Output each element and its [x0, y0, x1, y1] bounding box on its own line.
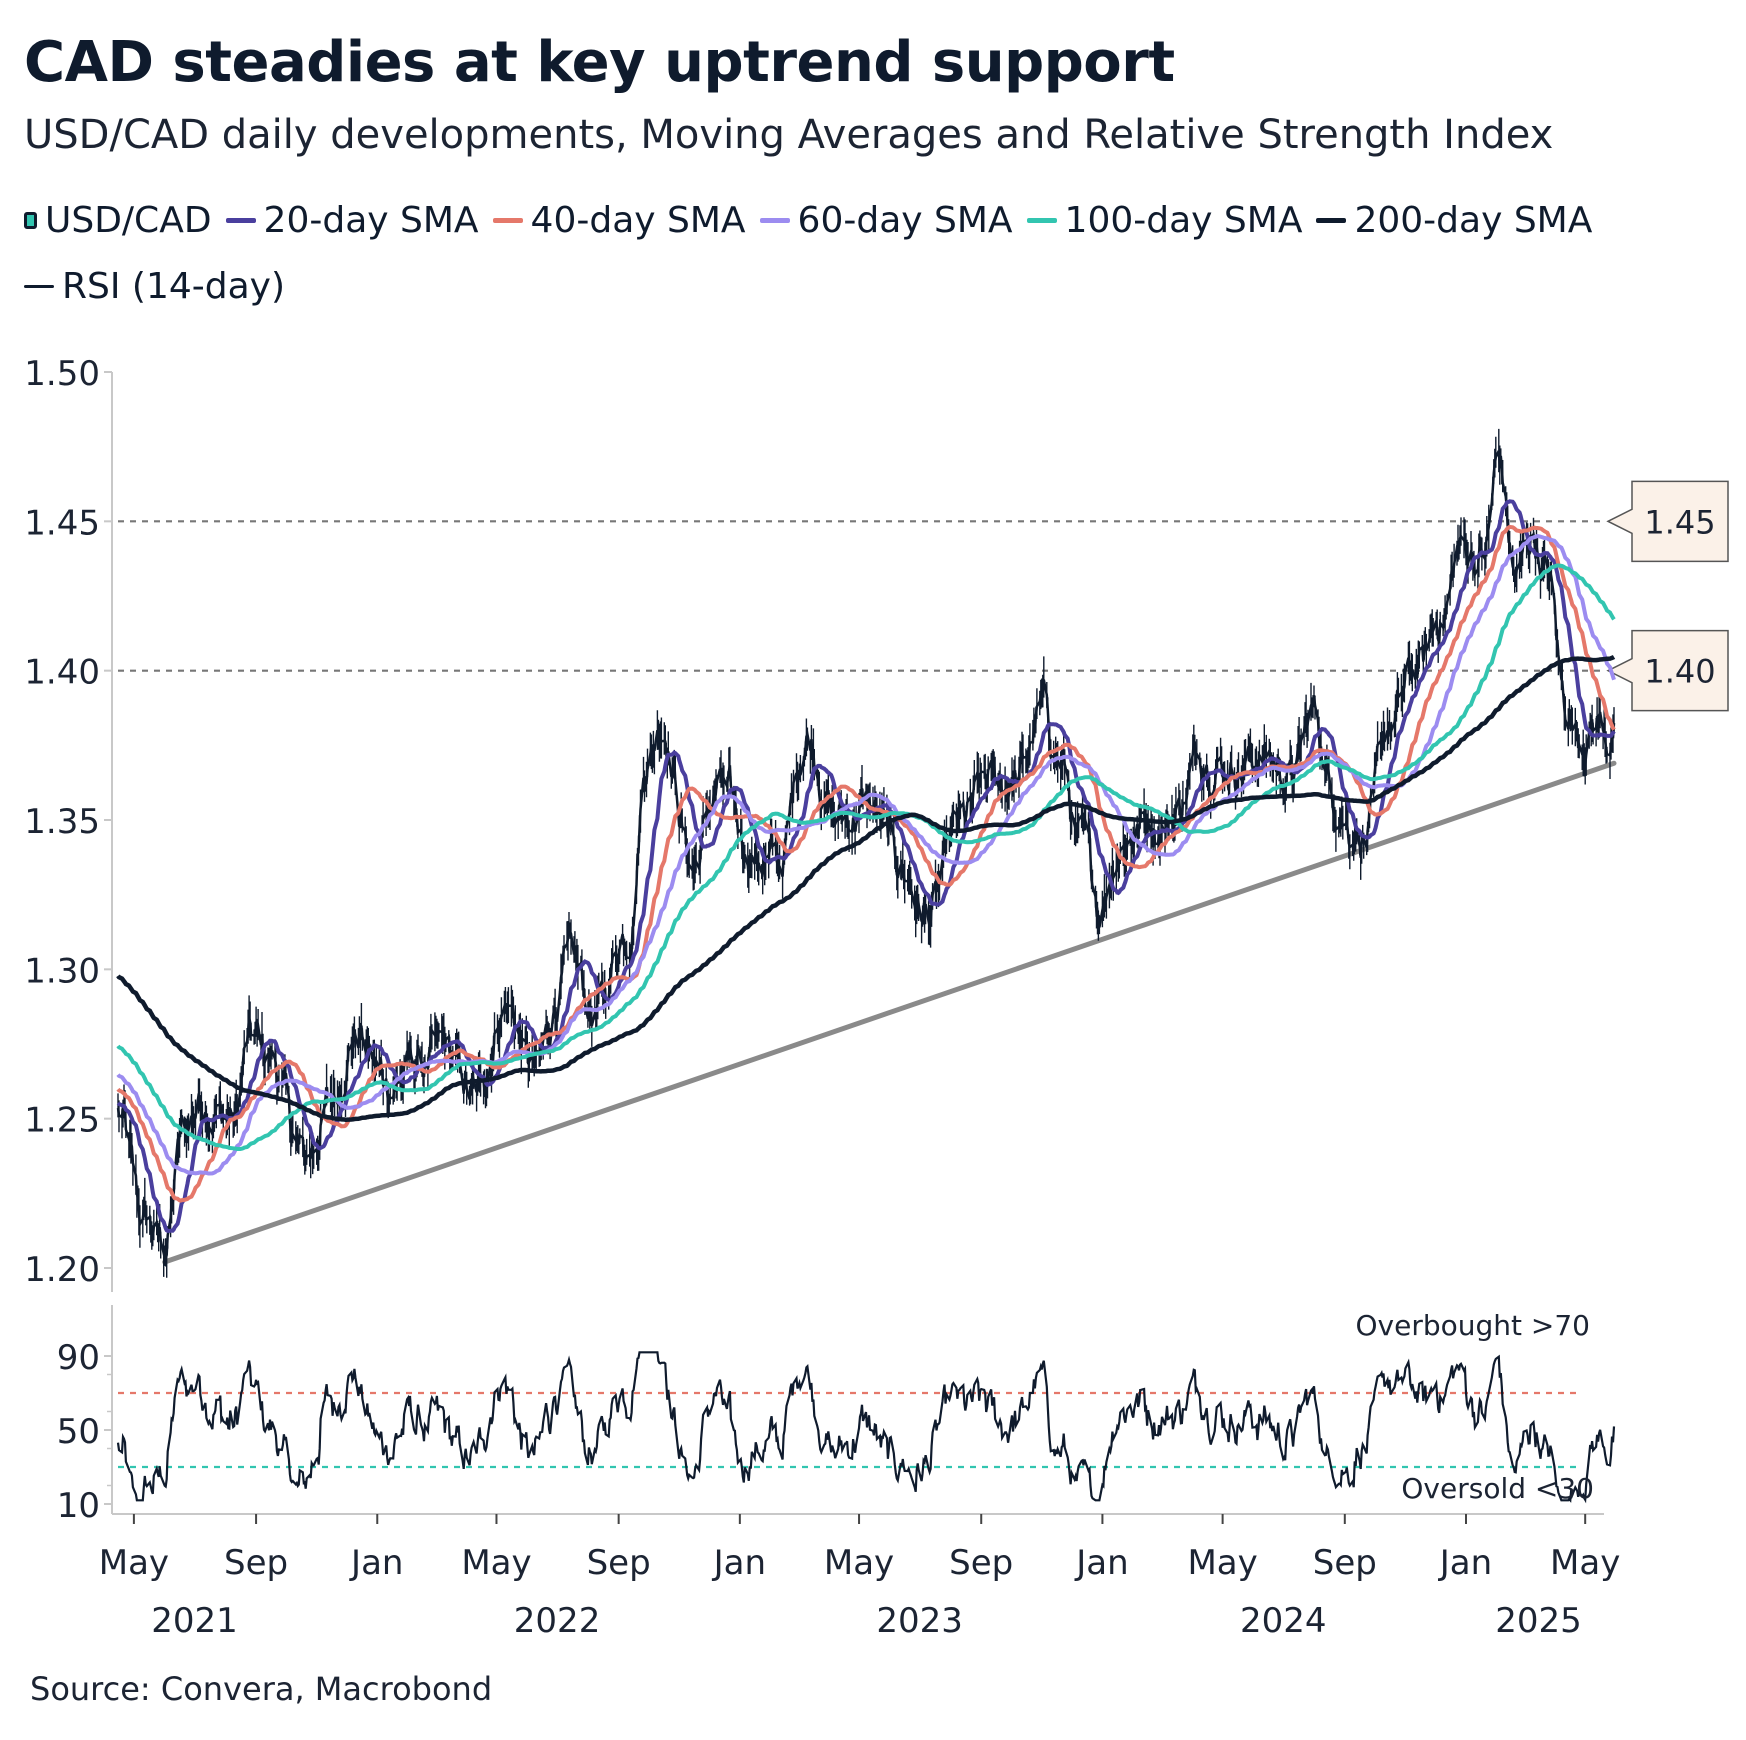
legend-item-sma20: 20-day SMA: [225, 200, 479, 241]
x-axis-year-label: 2025: [1495, 1601, 1582, 1641]
sma-20-line: [116, 499, 1616, 1233]
x-axis-month-label: Jan: [349, 1543, 403, 1583]
price-level-callout-label: 1.40: [1644, 653, 1715, 691]
price-panel: [104, 371, 1729, 1292]
line-swatch-icon: [24, 285, 54, 288]
oversold-label: Oversold <30: [1401, 1472, 1594, 1505]
overbought-label: Overbought >70: [1356, 1309, 1591, 1342]
x-axis-month-label: Jan: [712, 1543, 766, 1583]
usdcad-daily-range-bars: [117, 428, 1615, 1278]
price-y-tick-label: 1.35: [24, 802, 100, 842]
usdcad-close-line: [116, 450, 1616, 1262]
legend-item-rsi: RSI (14-day): [24, 266, 285, 307]
x-axis-year-label: 2022: [514, 1601, 601, 1641]
line-swatch-icon: [1316, 218, 1347, 223]
x-axis-month-label: Sep: [1313, 1543, 1377, 1583]
x-axis-month-label: Jan: [1438, 1543, 1492, 1583]
sma-200-line: [116, 654, 1616, 1122]
legend-item-sma200: 200-day SMA: [1316, 200, 1592, 241]
chart-title: CAD steadies at key uptrend support: [24, 30, 1175, 95]
line-swatch-icon: [1026, 218, 1057, 223]
source-note: Source: Convera, Macrobond: [30, 1670, 493, 1708]
line-swatch-icon: [759, 218, 790, 223]
sma-60-line: [116, 534, 1616, 1176]
legend-item-sma100: 100-day SMA: [1026, 200, 1302, 241]
price-y-tick-label: 1.45: [24, 503, 100, 543]
price-level-callout: [1606, 480, 1729, 563]
price-level-callout-label: 1.45: [1644, 503, 1715, 541]
x-axis-year-label: 2024: [1240, 1601, 1327, 1641]
x-axis-month-label: May: [824, 1543, 894, 1583]
sma-100-line: [116, 563, 1616, 1151]
price-y-tick-label: 1.30: [24, 951, 100, 991]
line-swatch-icon: [225, 218, 256, 223]
x-axis: [112, 1513, 1604, 1524]
chart-subtitle: USD/CAD daily developments, Moving Avera…: [24, 112, 1554, 158]
x-axis-year-label: 2023: [876, 1601, 963, 1641]
legend: USD/CAD 20-day SMA 40-day SMA 60-day SMA…: [24, 200, 1606, 241]
x-axis-year-label: 2021: [151, 1601, 238, 1641]
uptrend-support-line: [162, 760, 1617, 1265]
legend-item-sma60: 60-day SMA: [759, 200, 1013, 241]
x-axis-month-label: Jan: [1074, 1543, 1128, 1583]
candle-icon: [24, 212, 37, 229]
rsi-panel: [104, 1305, 1616, 1514]
price-y-tick-label: 1.40: [24, 653, 100, 693]
rsi-y-tick-label: 90: [57, 1338, 100, 1378]
price-y-tick-label: 1.20: [24, 1250, 100, 1290]
rsi-y-tick-label: 10: [57, 1486, 100, 1526]
rsi-line: [116, 1351, 1616, 1504]
rsi-y-tick-label: 50: [57, 1412, 100, 1452]
price-y-tick-label: 1.25: [24, 1101, 100, 1141]
x-axis-month-label: May: [461, 1543, 531, 1583]
x-axis-month-label: May: [1550, 1543, 1620, 1583]
x-axis-month-label: Sep: [949, 1543, 1013, 1583]
line-swatch-icon: [492, 218, 523, 223]
price-level-callout: [1606, 629, 1729, 712]
legend-row-2: RSI (14-day): [24, 266, 299, 307]
legend-item-usdcad: USD/CAD: [24, 200, 212, 241]
legend-item-sma40: 40-day SMA: [492, 200, 746, 241]
x-axis-month-label: Sep: [224, 1543, 288, 1583]
x-axis-month-label: May: [1187, 1543, 1257, 1583]
x-axis-month-label: May: [99, 1543, 169, 1583]
x-axis-month-label: Sep: [587, 1543, 651, 1583]
price-y-tick-label: 1.50: [24, 354, 100, 394]
